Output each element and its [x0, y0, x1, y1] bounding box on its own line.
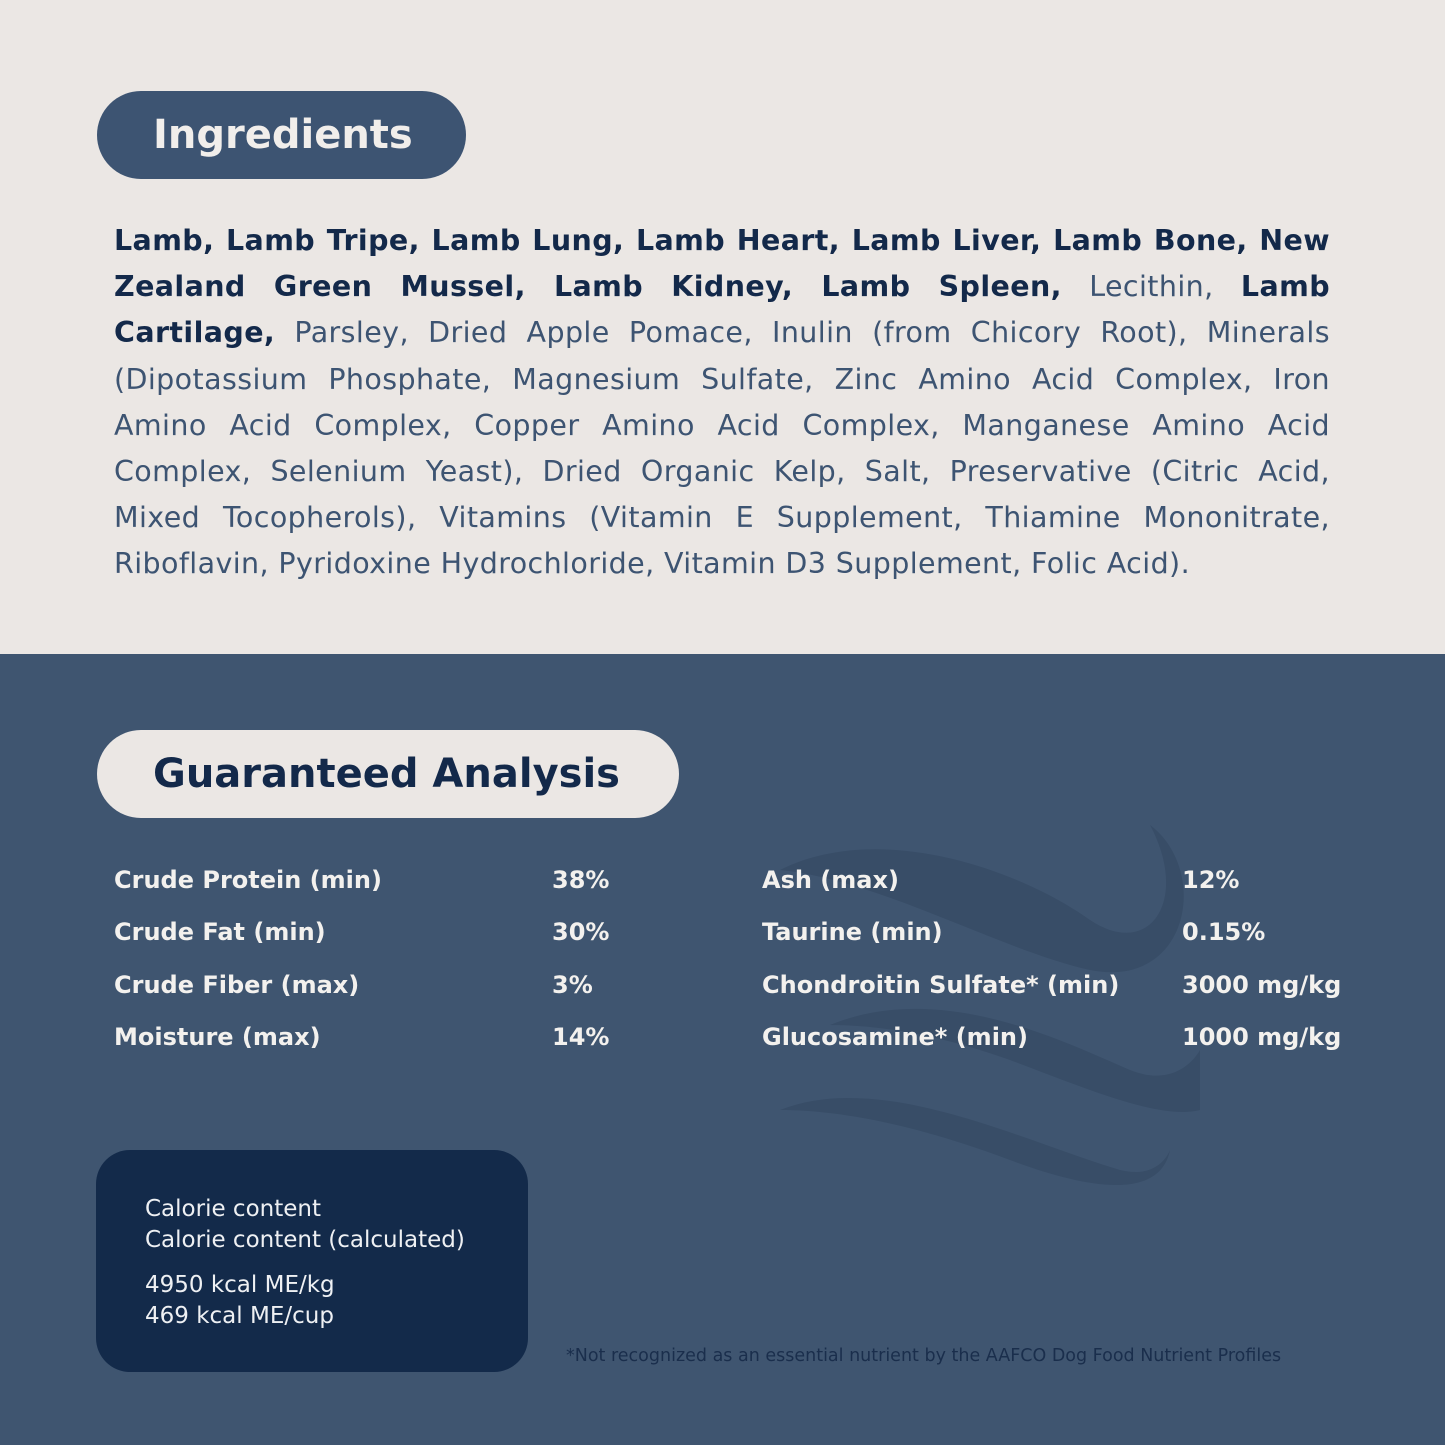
- ingredient-bold-segment: Lamb Cartilage,: [114, 270, 1330, 350]
- ingredients-title: Ingredients: [153, 112, 413, 158]
- analysis-label: Chondroitin Sulfate* (min): [762, 971, 1120, 999]
- ingredient-segment: Parsley, Dried Apple Pomace, Inulin (fro…: [114, 316, 1330, 581]
- guaranteed-analysis-heading: Guaranteed Analysis: [97, 730, 679, 818]
- analysis-label: Crude Fiber (max): [114, 971, 360, 999]
- analysis-value: 0.15%: [1182, 918, 1266, 946]
- analysis-label: Taurine (min): [762, 918, 943, 946]
- analysis-title: Guaranteed Analysis: [153, 751, 620, 797]
- analysis-label: Crude Protein (min): [114, 866, 382, 894]
- calorie-content-box: Calorie content Calorie content (calcula…: [96, 1150, 528, 1372]
- calorie-label: Calorie content: [145, 1196, 321, 1222]
- ingredient-segment: Lecithin,: [1061, 270, 1241, 304]
- analysis-label: Moisture (max): [114, 1023, 321, 1051]
- calorie-per-kg: 4950 kcal ME/kg: [145, 1272, 335, 1298]
- analysis-value: 1000 mg/kg: [1182, 1023, 1342, 1051]
- ingredient-bold-segment: Lamb, Lamb Tripe, Lamb Lung, Lamb Heart,…: [114, 224, 1330, 304]
- analysis-value: 14%: [552, 1023, 610, 1051]
- analysis-value: 38%: [552, 866, 610, 894]
- ingredients-list: Lamb, Lamb Tripe, Lamb Lung, Lamb Heart,…: [114, 218, 1330, 588]
- analysis-value: 3000 mg/kg: [1182, 971, 1342, 999]
- footnote: *Not recognized as an essential nutrient…: [566, 1346, 1282, 1366]
- analysis-label: Ash (max): [762, 866, 899, 894]
- analysis-label: Glucosamine* (min): [762, 1023, 1028, 1051]
- calorie-calculated-label: Calorie content (calculated): [145, 1227, 465, 1253]
- wave-decoration-icon: [780, 825, 1200, 1185]
- analysis-value: 3%: [552, 971, 593, 999]
- ingredients-heading: Ingredients: [97, 91, 466, 179]
- calorie-per-cup: 469 kcal ME/cup: [145, 1303, 334, 1329]
- analysis-label: Crude Fat (min): [114, 918, 326, 946]
- analysis-value: 30%: [552, 918, 610, 946]
- analysis-value: 12%: [1182, 866, 1240, 894]
